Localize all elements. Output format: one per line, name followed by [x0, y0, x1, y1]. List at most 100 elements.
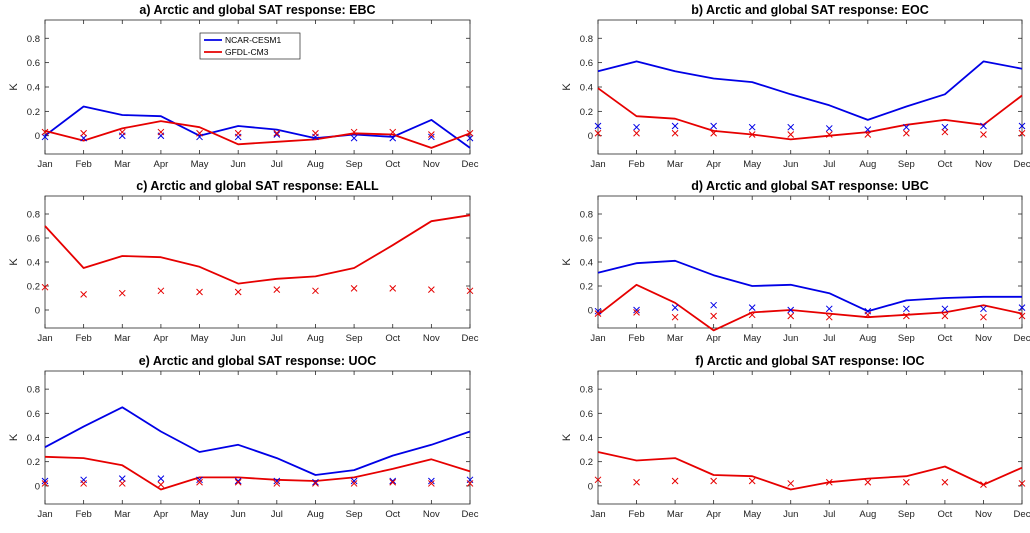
panel-d-x-tick-label: Sep [898, 333, 915, 344]
panel-d-x-tick-label: Jul [823, 333, 835, 344]
panel-b-x-marker-ncar [903, 123, 910, 131]
panel-a-series-line-ncar [44, 105, 471, 149]
panel-e-x-tick-label: Feb [75, 509, 91, 520]
panel-d-x-marker-ncar [671, 304, 679, 311]
panel-c-x-marker-gfdl [350, 285, 358, 292]
panel-c-x-tick-label: Aug [307, 333, 324, 344]
panel-f-x-tick-label: Apr [706, 509, 721, 520]
panel-b-x-marker-ncar [980, 122, 987, 130]
panel-c-x-tick-label: Feb [75, 333, 91, 344]
legend-label-ncar: NCAR-CESM1 [225, 35, 281, 45]
panel-b-x-marker-ncar [864, 126, 872, 133]
panel-c-x-marker-gfdl [466, 287, 474, 295]
panel-d-y-tick-label: 0 [588, 306, 593, 317]
panel-c-y-tick-label: 0.6 [27, 234, 40, 245]
panel-a-x-tick-label: Jul [271, 159, 283, 170]
panel-d-x-tick-label: Apr [706, 333, 721, 344]
panel-b-y-tick-label: 0.2 [580, 107, 593, 118]
panel-b-x-tick-label: Dec [1014, 159, 1030, 170]
panel-c-x-tick-label: Sep [346, 333, 363, 344]
panel-d-x-marker-gfdl [710, 312, 717, 320]
panel-b-y-tick-label: 0.8 [580, 34, 593, 45]
panel-e-axes-box [44, 370, 471, 505]
panel-c-x-marker-gfdl [273, 286, 281, 293]
panel-a-x-marker-gfdl [428, 131, 435, 138]
panel-d-x-marker-ncar [1018, 304, 1026, 311]
panel-e-x-tick-label: Jul [271, 509, 283, 520]
panel-f-title: f) Arctic and global SAT response: IOC [695, 354, 924, 368]
panel-f-y-tick-label: 0.4 [580, 433, 593, 444]
panel-f-x-tick-label: May [743, 509, 761, 520]
panel-f-x-tick-label: Feb [628, 509, 644, 520]
panel-b-x-tick-label: Oct [938, 159, 953, 170]
panel-f-x-tick-label: Mar [667, 509, 683, 520]
panel-b-y-tick-label: 0 [588, 131, 593, 142]
panel-b-x-tick-label: Mar [667, 159, 683, 170]
panel-f-x-marker-gfdl [594, 476, 602, 484]
panel-d-y-tick-label: 0.8 [580, 210, 593, 221]
panel-c-series-line-gfdl [44, 214, 471, 285]
panel-a-x-tick-label: Apr [154, 159, 169, 170]
panel-b-y-tick-label: 0.4 [580, 83, 593, 94]
panel-e-x-marker-gfdl [466, 480, 474, 487]
panel-b-x-tick-label: Apr [706, 159, 721, 170]
panel-b-x-marker-gfdl [633, 129, 640, 137]
panel-e-series-line-gfdl [44, 455, 471, 491]
panel-b-x-tick-label: Sep [898, 159, 915, 170]
panel-b-x-marker-ncar [594, 122, 602, 130]
panel-e-x-marker-gfdl [273, 480, 281, 487]
panel-d-x-marker-gfdl [980, 313, 987, 321]
panel-e: e) Arctic and global SAT response: UOCK0… [8, 354, 479, 520]
panel-b-x-marker-ncar [941, 123, 949, 131]
panel-a-series-line-gfdl [44, 120, 471, 149]
panel-b-x-tick-label: Jan [590, 159, 605, 170]
panel-c-x-tick-label: Jun [231, 333, 246, 344]
panel-d-x-marker-gfdl [633, 309, 640, 316]
panel-a-x-tick-label: May [191, 159, 209, 170]
panel-f-x-marker-gfdl [903, 478, 910, 486]
panel-a-y-axis-label: K [8, 83, 20, 91]
panel-b-series-line-ncar [597, 60, 1023, 121]
panel-a-x-tick-label: Feb [75, 159, 91, 170]
panel-a-y-tick-label: 0.4 [27, 83, 40, 94]
panel-b-x-marker-gfdl [864, 131, 872, 138]
panel-c-x-marker-gfdl [389, 285, 397, 292]
panel-d: d) Arctic and global SAT response: UBCK0… [561, 179, 1030, 344]
panel-a-x-marker-ncar [80, 134, 87, 142]
panel-b-x-marker-ncar [633, 123, 640, 131]
panel-f-x-tick-label: Oct [938, 509, 953, 520]
panel-e-y-tick-label: 0.2 [27, 457, 40, 468]
panel-f-x-tick-label: Sep [898, 509, 915, 520]
panel-c-y-tick-label: 0.4 [27, 258, 40, 269]
panel-f-series-line-gfdl [597, 451, 1023, 491]
panel-e-x-marker-ncar [273, 477, 281, 485]
panel-d-x-marker-gfdl [748, 311, 756, 319]
panel-f-x-tick-label: Jun [783, 509, 798, 520]
panel-e-x-marker-ncar [312, 478, 319, 486]
panel-b-series-line-gfdl [597, 87, 1023, 141]
panel-d-y-tick-label: 0.6 [580, 234, 593, 245]
panel-a-x-marker-gfdl [41, 128, 49, 136]
panel-f-x-marker-gfdl [1018, 480, 1026, 487]
panel-c-x-marker-gfdl [80, 291, 87, 298]
panel-d-series-line-ncar [597, 259, 1022, 313]
panel-b-x-marker-ncar [825, 125, 833, 132]
panel-a-x-marker-ncar [41, 133, 49, 141]
panel-a-x-tick-label: Oct [385, 159, 400, 170]
panel-c-y-axis-label: K [8, 258, 20, 266]
panel-a-x-tick-label: Sep [346, 159, 363, 170]
panel-b-x-marker-gfdl [710, 129, 717, 137]
panel-e-x-tick-label: Oct [385, 509, 400, 520]
panel-e-y-tick-label: 0.6 [27, 409, 40, 420]
panel-b-x-marker-ncar [671, 122, 679, 130]
panel-f-x-marker-gfdl [710, 477, 717, 485]
panel-e-x-marker-gfdl [234, 478, 242, 486]
panel-a-x-tick-label: Jun [231, 159, 246, 170]
panel-d-x-marker-ncar [633, 306, 640, 314]
panel-c: c) Arctic and global SAT response: EALL K… [8, 179, 479, 344]
panel-f-x-marker-gfdl [825, 478, 833, 486]
panel-d-y-tick-label: 0.4 [580, 258, 593, 269]
panel-b-y-tick-label: 0.6 [580, 58, 593, 69]
panel-d-x-tick-label: Dec [1014, 333, 1030, 344]
panel-e-x-tick-label: Sep [346, 509, 363, 520]
